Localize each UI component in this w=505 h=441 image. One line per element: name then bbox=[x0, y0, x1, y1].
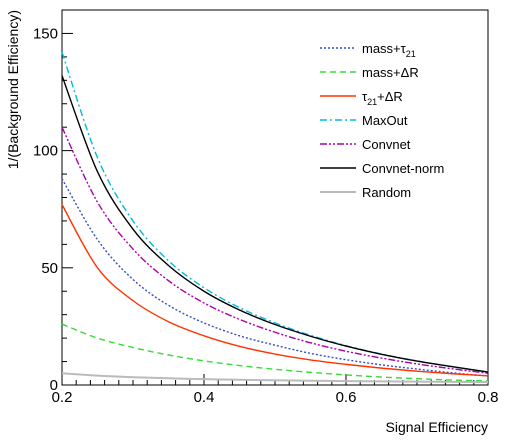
axes: 0.2 0.4 0.6 0.8 0 50 100 150 bbox=[33, 9, 499, 406]
legend-label: MaxOut bbox=[362, 113, 408, 128]
legend-label: mass+ΔR bbox=[362, 65, 419, 80]
plot-frame bbox=[61, 9, 489, 386]
x-axis-title: Signal Efficiency bbox=[386, 419, 488, 435]
series-line-convnet-norm bbox=[61, 75, 489, 373]
legend-label: Random bbox=[362, 185, 411, 200]
series-line-random bbox=[61, 372, 489, 384]
y-tick-label: 150 bbox=[33, 25, 58, 42]
x-tick-label: 0.2 bbox=[52, 389, 73, 406]
y-tick-label: 100 bbox=[33, 143, 58, 160]
legend: mass+τ21 mass+ΔR τ21+ΔR MaxOut Convnet Convne… bbox=[320, 41, 444, 200]
x-tick-label: 0.8 bbox=[478, 389, 499, 406]
series-line-mass-21 bbox=[61, 178, 489, 377]
series-line-convnet bbox=[61, 126, 489, 374]
legend-label: Convnet bbox=[362, 137, 411, 152]
legend-label: τ21+ΔR bbox=[362, 89, 403, 107]
y-tick-label: 50 bbox=[41, 260, 58, 277]
series-group bbox=[61, 51, 489, 384]
x-tick-label: 0.6 bbox=[336, 389, 357, 406]
y-tick-label: 0 bbox=[50, 377, 58, 394]
series-line--21-r bbox=[61, 204, 489, 377]
series-line-mass-r bbox=[61, 323, 489, 382]
series-line-maxout bbox=[61, 51, 489, 373]
y-axis-title: 1/(Background Efficiency) bbox=[5, 10, 21, 169]
legend-label: Convnet-norm bbox=[362, 161, 444, 176]
legend-label: mass+τ21 bbox=[362, 41, 416, 59]
x-tick-label: 0.4 bbox=[194, 389, 215, 406]
